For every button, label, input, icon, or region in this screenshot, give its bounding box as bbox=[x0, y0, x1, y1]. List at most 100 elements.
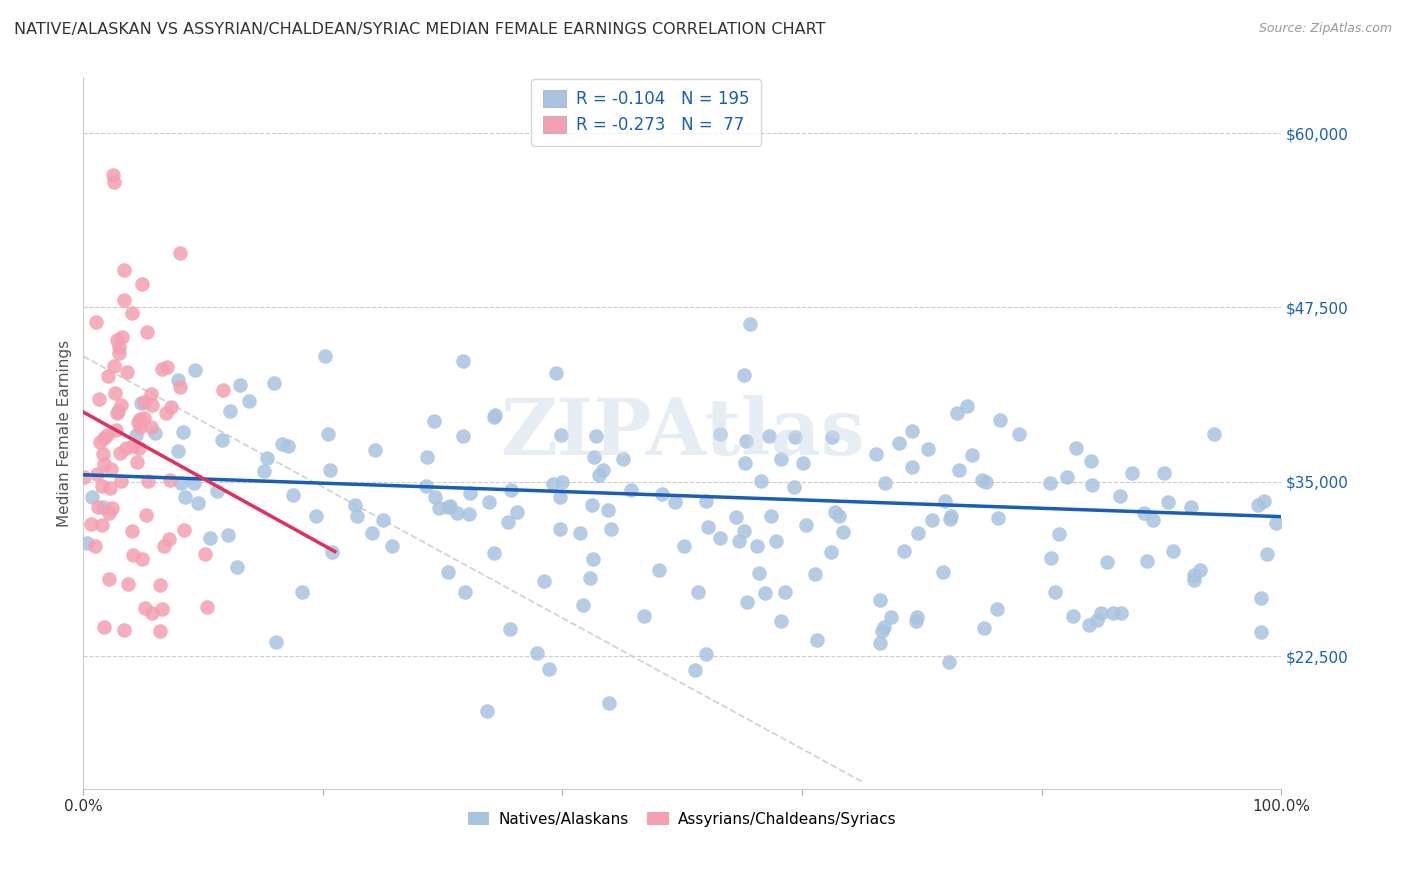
Point bbox=[152, 602, 174, 616]
Point bbox=[759, 508, 782, 523]
Point bbox=[765, 534, 787, 549]
Point bbox=[184, 363, 207, 377]
Point bbox=[1081, 477, 1104, 491]
Point bbox=[1256, 548, 1278, 562]
Point bbox=[149, 624, 172, 638]
Point bbox=[478, 495, 501, 509]
Point bbox=[316, 427, 339, 442]
Point bbox=[939, 509, 962, 524]
Point bbox=[91, 479, 114, 493]
Point bbox=[582, 450, 605, 464]
Point bbox=[360, 526, 382, 541]
Point bbox=[150, 362, 173, 376]
Point bbox=[869, 592, 891, 607]
Point bbox=[974, 475, 997, 490]
Point bbox=[86, 467, 108, 481]
Point bbox=[1045, 584, 1067, 599]
Point bbox=[108, 340, 131, 354]
Point bbox=[598, 696, 620, 710]
Point bbox=[167, 444, 190, 458]
Point bbox=[305, 508, 328, 523]
Point bbox=[183, 475, 205, 490]
Point bbox=[1109, 489, 1132, 503]
Point bbox=[105, 423, 128, 437]
Point bbox=[110, 398, 132, 412]
Point bbox=[97, 506, 120, 520]
Point bbox=[105, 333, 128, 347]
Point bbox=[893, 543, 915, 558]
Point bbox=[110, 474, 132, 488]
Point bbox=[103, 175, 125, 189]
Point bbox=[1180, 500, 1202, 515]
Point bbox=[620, 483, 643, 497]
Point bbox=[907, 525, 929, 540]
Point bbox=[806, 632, 828, 647]
Point bbox=[865, 447, 887, 461]
Point bbox=[136, 325, 159, 339]
Point bbox=[155, 406, 177, 420]
Point bbox=[1250, 625, 1272, 640]
Point bbox=[1250, 591, 1272, 605]
Point bbox=[737, 595, 759, 609]
Point bbox=[131, 551, 153, 566]
Point bbox=[253, 464, 276, 478]
Point bbox=[160, 400, 183, 414]
Point bbox=[93, 620, 115, 634]
Point bbox=[1182, 574, 1205, 588]
Point bbox=[321, 545, 343, 559]
Point bbox=[170, 475, 193, 490]
Point bbox=[238, 393, 260, 408]
Point bbox=[482, 546, 505, 560]
Point bbox=[484, 409, 506, 424]
Point bbox=[484, 408, 506, 422]
Point bbox=[1095, 555, 1118, 569]
Point bbox=[870, 624, 893, 638]
Point bbox=[87, 500, 110, 515]
Point bbox=[1008, 427, 1031, 442]
Point bbox=[1040, 551, 1063, 566]
Point bbox=[734, 456, 756, 470]
Point bbox=[1066, 442, 1088, 456]
Point bbox=[758, 429, 780, 443]
Point bbox=[373, 513, 395, 527]
Point bbox=[588, 468, 610, 483]
Point bbox=[439, 499, 461, 513]
Point bbox=[740, 317, 762, 331]
Point bbox=[581, 498, 603, 512]
Point bbox=[194, 548, 217, 562]
Point bbox=[314, 349, 336, 363]
Point bbox=[98, 572, 121, 586]
Point bbox=[987, 511, 1010, 525]
Point bbox=[277, 439, 299, 453]
Point bbox=[794, 518, 817, 533]
Point bbox=[132, 395, 155, 409]
Point bbox=[1077, 617, 1099, 632]
Point bbox=[633, 608, 655, 623]
Point bbox=[956, 399, 979, 413]
Point bbox=[458, 485, 481, 500]
Point bbox=[157, 533, 180, 547]
Point bbox=[263, 376, 285, 390]
Point bbox=[205, 484, 228, 499]
Point bbox=[664, 495, 686, 509]
Point bbox=[195, 599, 218, 614]
Point bbox=[121, 548, 143, 562]
Point bbox=[122, 440, 145, 454]
Point bbox=[73, 469, 96, 483]
Point bbox=[283, 488, 305, 502]
Point bbox=[905, 614, 928, 628]
Point bbox=[1247, 498, 1270, 512]
Point bbox=[1136, 554, 1159, 568]
Point bbox=[769, 614, 792, 628]
Point bbox=[112, 293, 135, 308]
Point bbox=[364, 442, 387, 457]
Point bbox=[84, 314, 107, 328]
Point bbox=[582, 551, 605, 566]
Point bbox=[1085, 614, 1108, 628]
Point bbox=[1047, 527, 1070, 541]
Point bbox=[496, 515, 519, 529]
Point bbox=[1142, 513, 1164, 527]
Point bbox=[121, 524, 143, 538]
Point bbox=[873, 620, 896, 634]
Point bbox=[709, 427, 731, 442]
